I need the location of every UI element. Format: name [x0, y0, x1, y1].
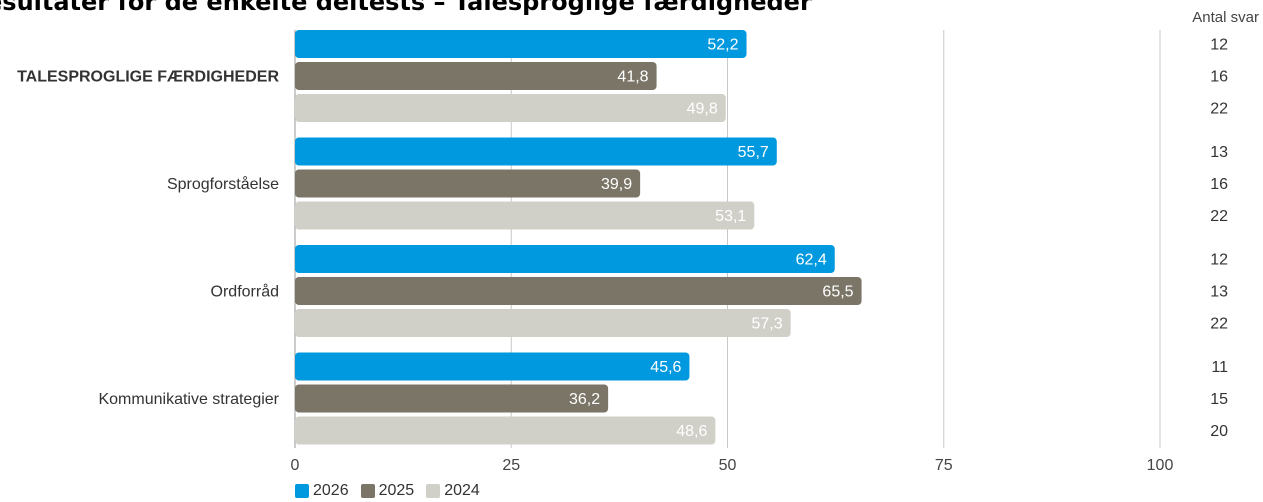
chart-title: esultater for de enkelte deltests – Tale…: [0, 0, 812, 16]
legend-swatch: [426, 484, 441, 498]
x-tick-label: 75: [935, 457, 953, 474]
bar-value-label: 55,7: [738, 144, 769, 161]
count-label: 22: [1210, 316, 1228, 333]
legend-label: 2024: [444, 482, 480, 499]
bar-value-label: 52,2: [707, 37, 738, 54]
legend-label: 2025: [378, 482, 415, 499]
bar-value-label: 39,9: [601, 176, 632, 193]
chart-legend: 2026 2025 2024: [295, 482, 480, 500]
legend-swatch: [295, 484, 309, 498]
bar: [295, 201, 755, 230]
bar-value-label: 65,5: [822, 284, 853, 301]
count-label: 13: [1210, 284, 1228, 301]
bar: [295, 62, 657, 90]
bar-value-label: 49,8: [687, 101, 718, 118]
count-label: 15: [1210, 391, 1228, 408]
x-tick-label: 25: [502, 457, 520, 474]
count-header: Antal svar: [1192, 9, 1259, 26]
count-label: 12: [1210, 37, 1228, 54]
bar: [295, 30, 747, 58]
bar: [295, 384, 609, 413]
count-label: 20: [1210, 423, 1228, 440]
x-tick-label: 0: [291, 457, 300, 474]
bar: [295, 94, 726, 122]
bar: [295, 169, 641, 198]
count-label: 22: [1210, 208, 1228, 225]
category-label: Sprogforståelse: [167, 175, 279, 193]
bar: [295, 137, 777, 166]
count-label: 12: [1210, 252, 1228, 269]
bar-value-label: 57,3: [752, 316, 783, 333]
legend-item: 2024: [426, 482, 480, 500]
bar-value-label: 41,8: [617, 69, 648, 86]
count-label: 16: [1210, 176, 1228, 193]
bar: [295, 277, 862, 305]
bar: [295, 416, 716, 445]
legend-item: 2025: [360, 482, 415, 500]
bar-value-label: 45,6: [650, 359, 681, 376]
count-label: 13: [1210, 144, 1228, 161]
category-label: TALESPROGLIGE FÆRDIGHEDER: [17, 69, 279, 86]
bar: [295, 352, 690, 381]
legend-item: 2026: [295, 482, 349, 500]
legend-label: 2026: [313, 482, 349, 499]
bar: [295, 245, 835, 273]
legend-swatch: [360, 484, 375, 498]
bar: [295, 309, 791, 337]
bar-value-label: 53,1: [715, 208, 746, 225]
bar-value-label: 48,6: [676, 423, 707, 440]
x-tick-label: 50: [719, 457, 737, 474]
count-label: 16: [1210, 69, 1228, 86]
bar-value-label: 36,2: [569, 391, 600, 408]
category-label: Kommunikative strategier: [98, 391, 279, 408]
count-label: 11: [1211, 359, 1228, 376]
count-label: 22: [1210, 101, 1228, 118]
x-tick-label: 100: [1147, 457, 1174, 474]
category-label: Ordforråd: [211, 283, 279, 301]
bar-chart: 0 25 50 75 100 Antal svar 52,2 12 41,8 16 49,8 22 TA…: [17, 9, 1259, 474]
bar-value-label: 62,4: [796, 252, 827, 269]
